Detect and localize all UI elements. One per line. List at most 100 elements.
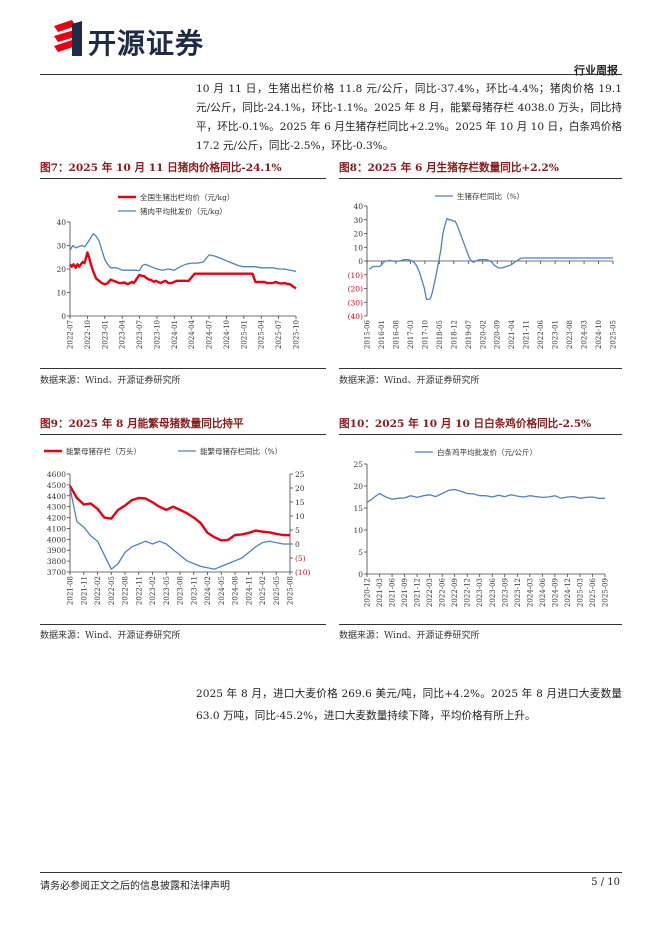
x-tick-label: 2018-05 — [436, 320, 444, 349]
figure-9-title-rule — [40, 434, 326, 435]
x-tick-label: 2022-05 — [108, 576, 116, 605]
y-tick-label: 30 — [353, 216, 363, 225]
y-tick-label: 40 — [56, 218, 66, 227]
y-tick-label: 20 — [353, 482, 363, 491]
x-tick-label: 2022-02 — [94, 576, 102, 605]
y-tick-label: 0 — [358, 570, 363, 579]
x-tick-label: 2024-03 — [526, 578, 534, 607]
x-tick-label: 2023-08 — [177, 576, 185, 605]
y-tick-label: 15 — [353, 504, 363, 513]
y-tick-label-right: 15 — [295, 498, 305, 507]
figure-7-source: 数据来源：Wind、开源证券研究所 — [40, 376, 181, 386]
x-tick-label: 2024-05 — [218, 576, 226, 605]
x-tick-label: 2022-12 — [464, 578, 472, 607]
x-tick-label: 2015-06 — [364, 319, 372, 349]
y-tick-label: 4300 — [47, 503, 66, 512]
series-line-0 — [68, 485, 291, 542]
x-tick-label: 2023-07 — [136, 320, 144, 349]
chart-chicken-price: 0 5 10 15 20 25 2020-12 2021-03 2021-06 2021-09 20… — [353, 447, 610, 607]
x-tick-label: 2024-10 — [223, 320, 231, 349]
y-tick-label: (40) — [348, 312, 363, 321]
x-tick-label: 2024-06 — [539, 577, 547, 607]
intro-paragraph: 10 月 11 日，生猪出栏价格 11.8 元/公斤，同比-37.4%，环比-4… — [196, 83, 622, 152]
y-tick-label: 30 — [56, 242, 66, 251]
figure-7-bottom-rule — [40, 368, 326, 369]
figure-9-bottom-rule — [40, 624, 326, 625]
y-tick-label: 0 — [61, 312, 66, 321]
x-tick-label: 2021-09 — [401, 578, 409, 607]
report-type: 行业周报 — [574, 64, 618, 77]
x-tick-label: 2016-08 — [392, 320, 400, 349]
x-tick-label: 2025-06 — [589, 577, 597, 607]
x-tick-label: 2025-04 — [258, 319, 266, 349]
y-tick-label-right: (5) — [295, 554, 306, 563]
y-tick-label-right: (10) — [295, 568, 310, 577]
figure-8-title-rule — [339, 178, 622, 179]
figure-7-title-rule — [40, 178, 326, 179]
figure-9-title: 图9：2025 年 8 月能繁母猪数量同比持平 — [40, 418, 244, 430]
x-tick-label: 2025-02 — [259, 576, 267, 605]
series-line-0 — [368, 217, 613, 301]
x-tick-label: 2019-07 — [465, 320, 473, 349]
series-line-1 — [69, 233, 297, 272]
x-tick-label: 2021-11 — [523, 320, 531, 349]
y-tick-label: 4500 — [47, 481, 66, 490]
x-tick-label: 2025-01 — [240, 320, 248, 349]
y-tick-label: 20 — [353, 230, 363, 239]
legend-label-0: 白条鸡平均批发价（元/公斤） — [437, 447, 537, 457]
y-tick-label: 3700 — [47, 568, 66, 577]
y-tick-label: 4100 — [47, 524, 66, 533]
x-tick-label: 2025-05 — [610, 320, 618, 349]
y-tick-label: 40 — [353, 202, 363, 211]
y-tick-label: 10 — [353, 526, 363, 535]
x-tick-label: 2021-06 — [389, 577, 397, 607]
x-tick-label: 2023-02 — [149, 576, 157, 605]
y-tick-label: 25 — [353, 460, 363, 469]
y-tick-label: 0 — [358, 257, 363, 266]
x-tick-label: 2017-03 — [407, 320, 415, 349]
figure-10-source: 数据来源：Wind、开源证券研究所 — [339, 631, 480, 641]
x-tick-label: 2020-02 — [479, 320, 487, 349]
x-tick-label: 2025-05 — [273, 576, 281, 605]
chart-hog-inventory-yoy: 40 30 20 10 0 (10) (20) (30) (40)2015-06 2016-01 2… — [348, 191, 618, 349]
y-tick-label: 10 — [56, 289, 66, 298]
legend-label-1: 能繁母猪存栏同比（%） — [200, 446, 282, 456]
x-tick-label: 2021-08 — [67, 576, 75, 605]
x-tick-label: 2023-10 — [153, 320, 161, 349]
x-tick-label: 2022-09 — [451, 578, 459, 607]
x-tick-label: 2024-12 — [564, 578, 572, 607]
chart-pork-price: 0 10 20 30 40 2022-07 2022-10 2023-01 2023-04 202… — [56, 192, 301, 349]
x-tick-label: 2025-10 — [293, 320, 301, 349]
y-tick-label: (30) — [348, 298, 363, 307]
x-tick-label: 2022-11 — [135, 576, 143, 605]
x-tick-label: 2020-09 — [494, 320, 502, 349]
x-tick-label: 2017-10 — [421, 320, 429, 349]
x-tick-label: 2023-05 — [163, 576, 171, 605]
x-tick-label: 2023-11 — [190, 576, 198, 605]
figure-10-title-rule — [339, 434, 622, 435]
y-tick-label-right: 20 — [295, 484, 305, 493]
header-rule — [40, 74, 622, 75]
figure-8-source: 数据来源：Wind、开源证券研究所 — [339, 376, 480, 386]
figure-10-bottom-rule — [339, 624, 622, 625]
x-tick-label: 2021-12 — [414, 578, 422, 607]
x-tick-label: 2023-04 — [119, 319, 127, 349]
x-tick-label: 2016-01 — [378, 320, 386, 349]
y-tick-label: (20) — [348, 285, 363, 294]
x-tick-label: 2024-10 — [595, 320, 603, 349]
x-tick-label: 2025-08 — [287, 576, 295, 605]
y-tick-label: 3800 — [47, 557, 66, 566]
x-tick-label: 2022-06 — [439, 577, 447, 607]
legend-label-0: 全国生猪出栏均价（元/kg） — [140, 192, 234, 202]
x-tick-label: 2023-09 — [501, 578, 509, 607]
x-tick-label: 2025-09 — [602, 578, 610, 607]
figure-9-source: 数据来源：Wind、开源证券研究所 — [40, 631, 181, 641]
x-tick-label: 2021-11 — [80, 576, 88, 605]
y-tick-label: 4600 — [47, 470, 66, 479]
y-tick-label: 10 — [353, 243, 363, 252]
y-tick-label: 4400 — [47, 492, 66, 501]
x-tick-label: 2022-03 — [426, 578, 434, 607]
y-tick-label: 20 — [56, 265, 66, 274]
x-tick-label: 2023-06 — [489, 577, 497, 607]
